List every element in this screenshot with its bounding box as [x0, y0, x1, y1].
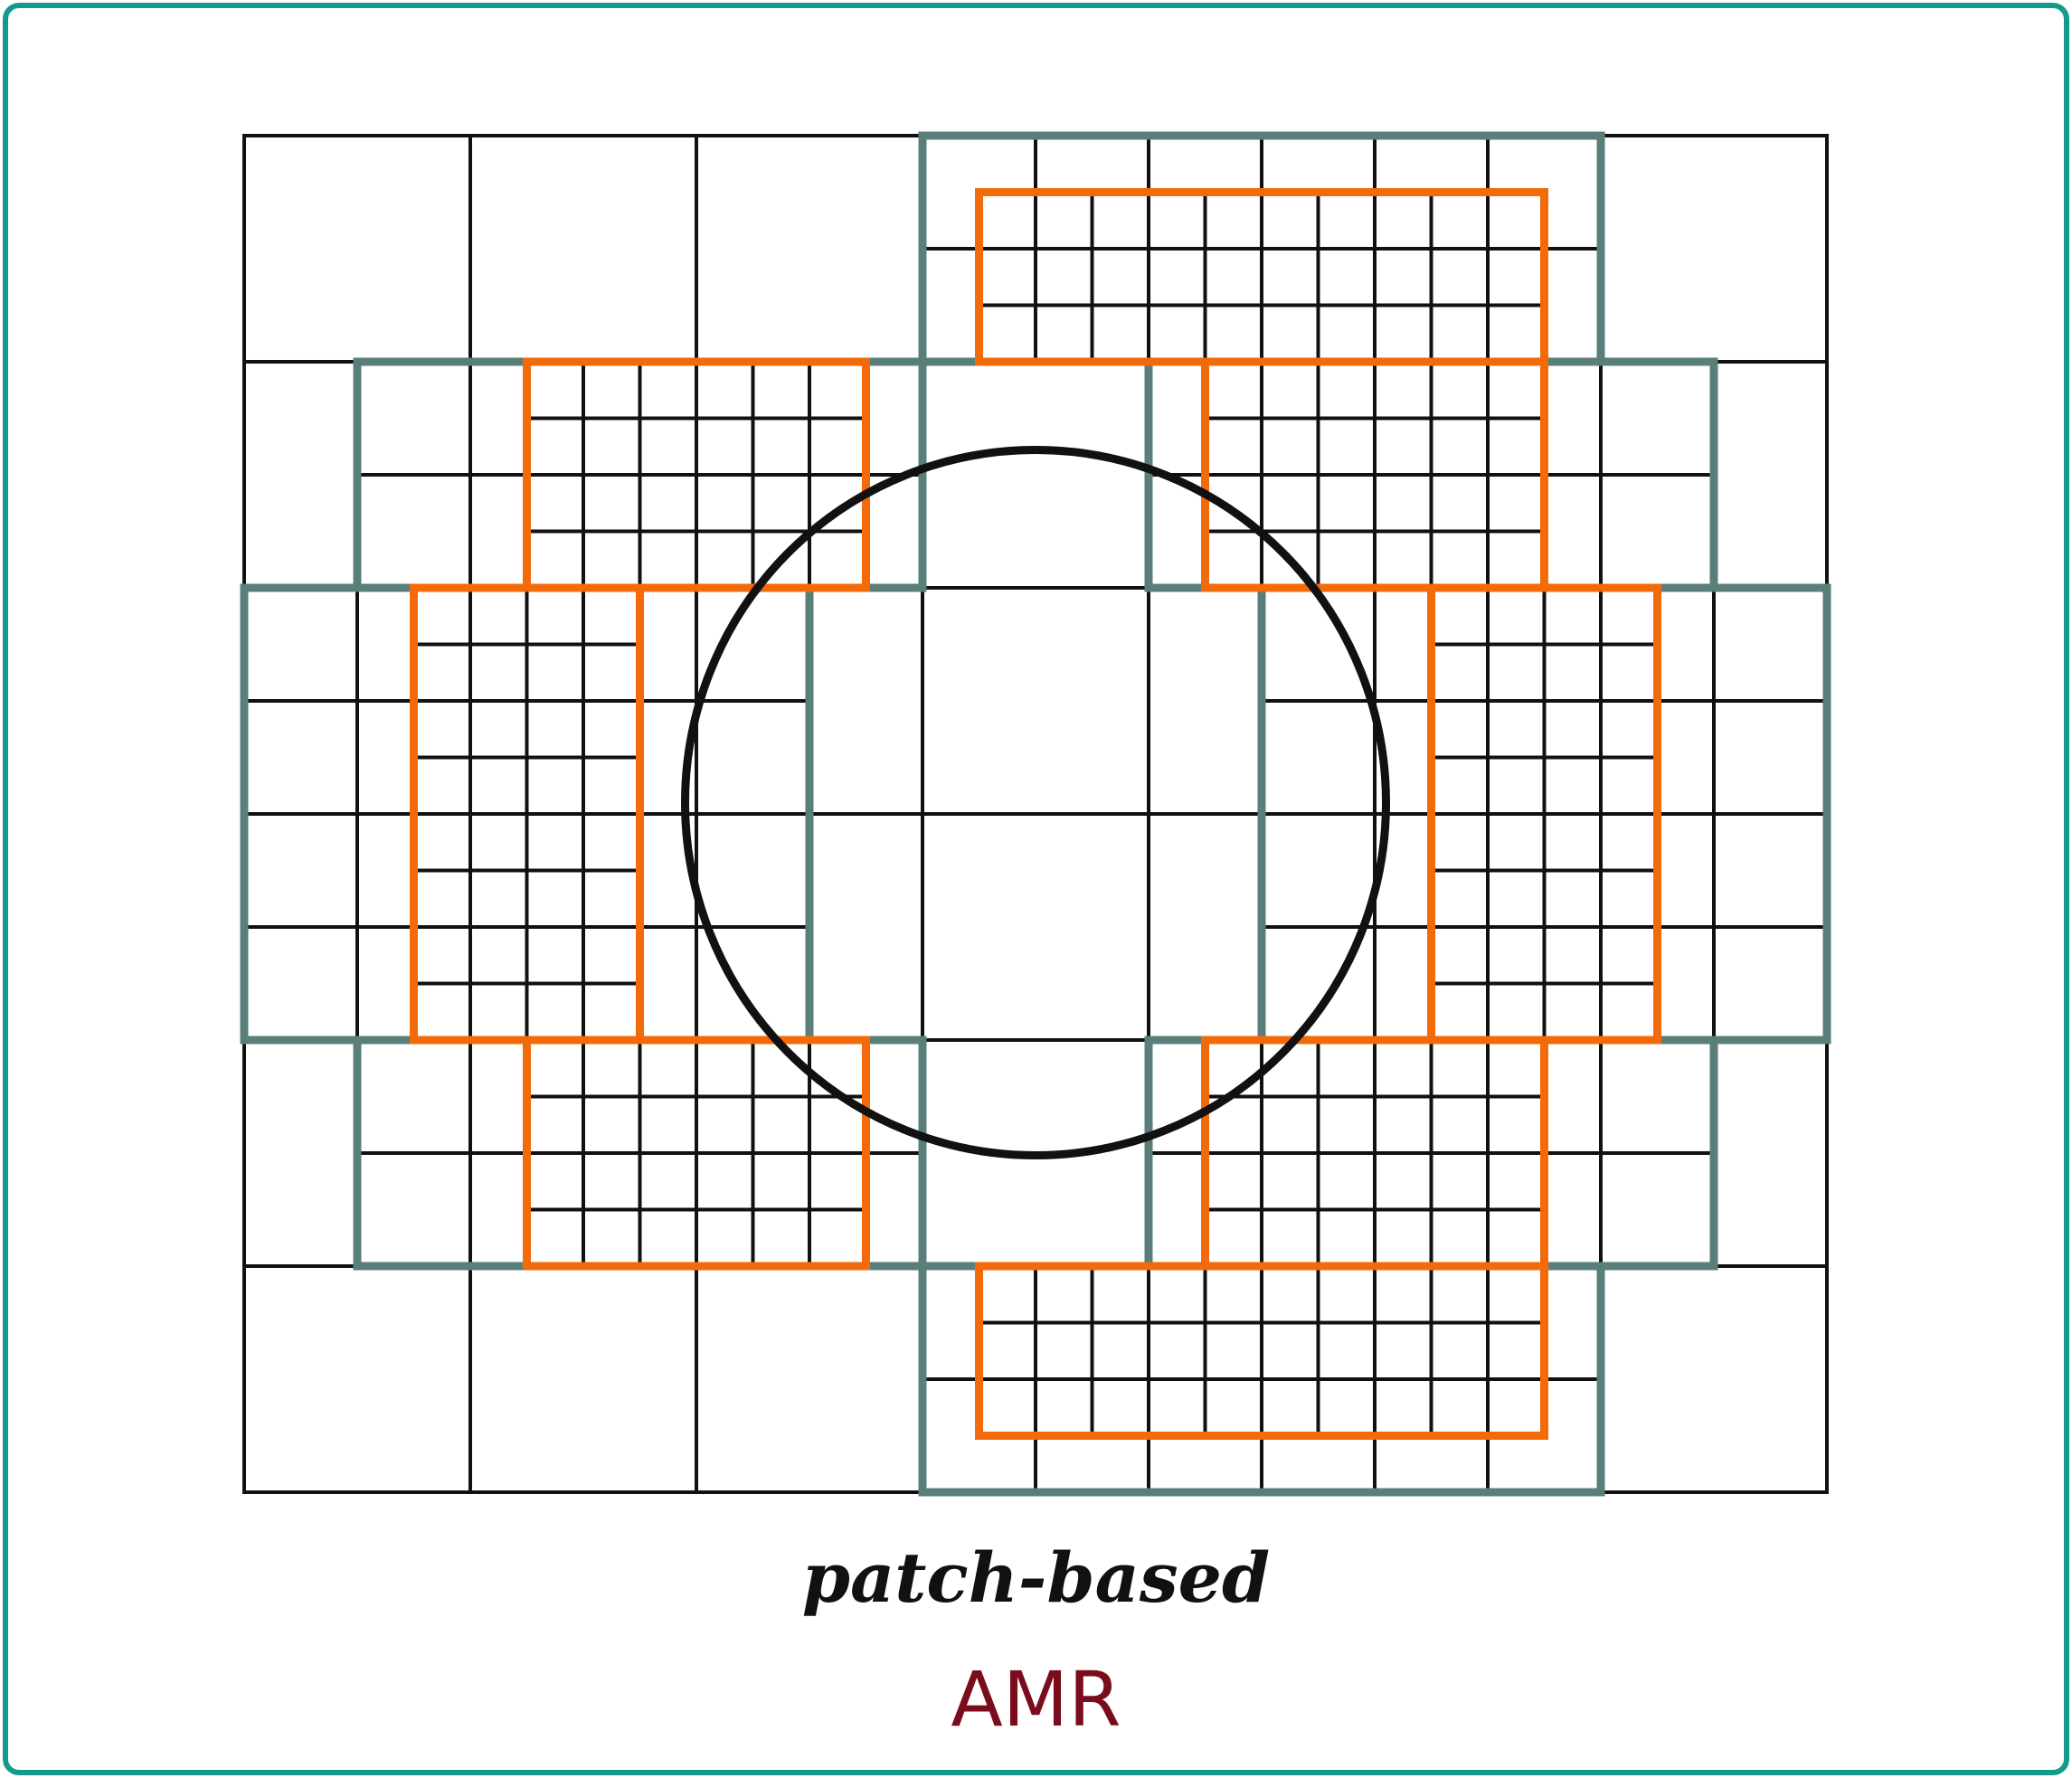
- level2-patch: [523, 357, 870, 592]
- amr-label: AMR: [951, 1655, 1121, 1744]
- circle-outline: [681, 446, 1390, 1159]
- circle-boundary: [681, 446, 1390, 1159]
- level2-patch: [410, 583, 644, 1045]
- level2-patch: [1201, 1036, 1548, 1271]
- mesh-lines: [242, 134, 1829, 1494]
- level2-patch: [523, 1036, 870, 1271]
- level2-patch: [1201, 357, 1548, 592]
- level2-patches: [410, 188, 1661, 1440]
- caption-patch-based: patch-based: [801, 1537, 1271, 1618]
- level2-patch: [1427, 583, 1661, 1045]
